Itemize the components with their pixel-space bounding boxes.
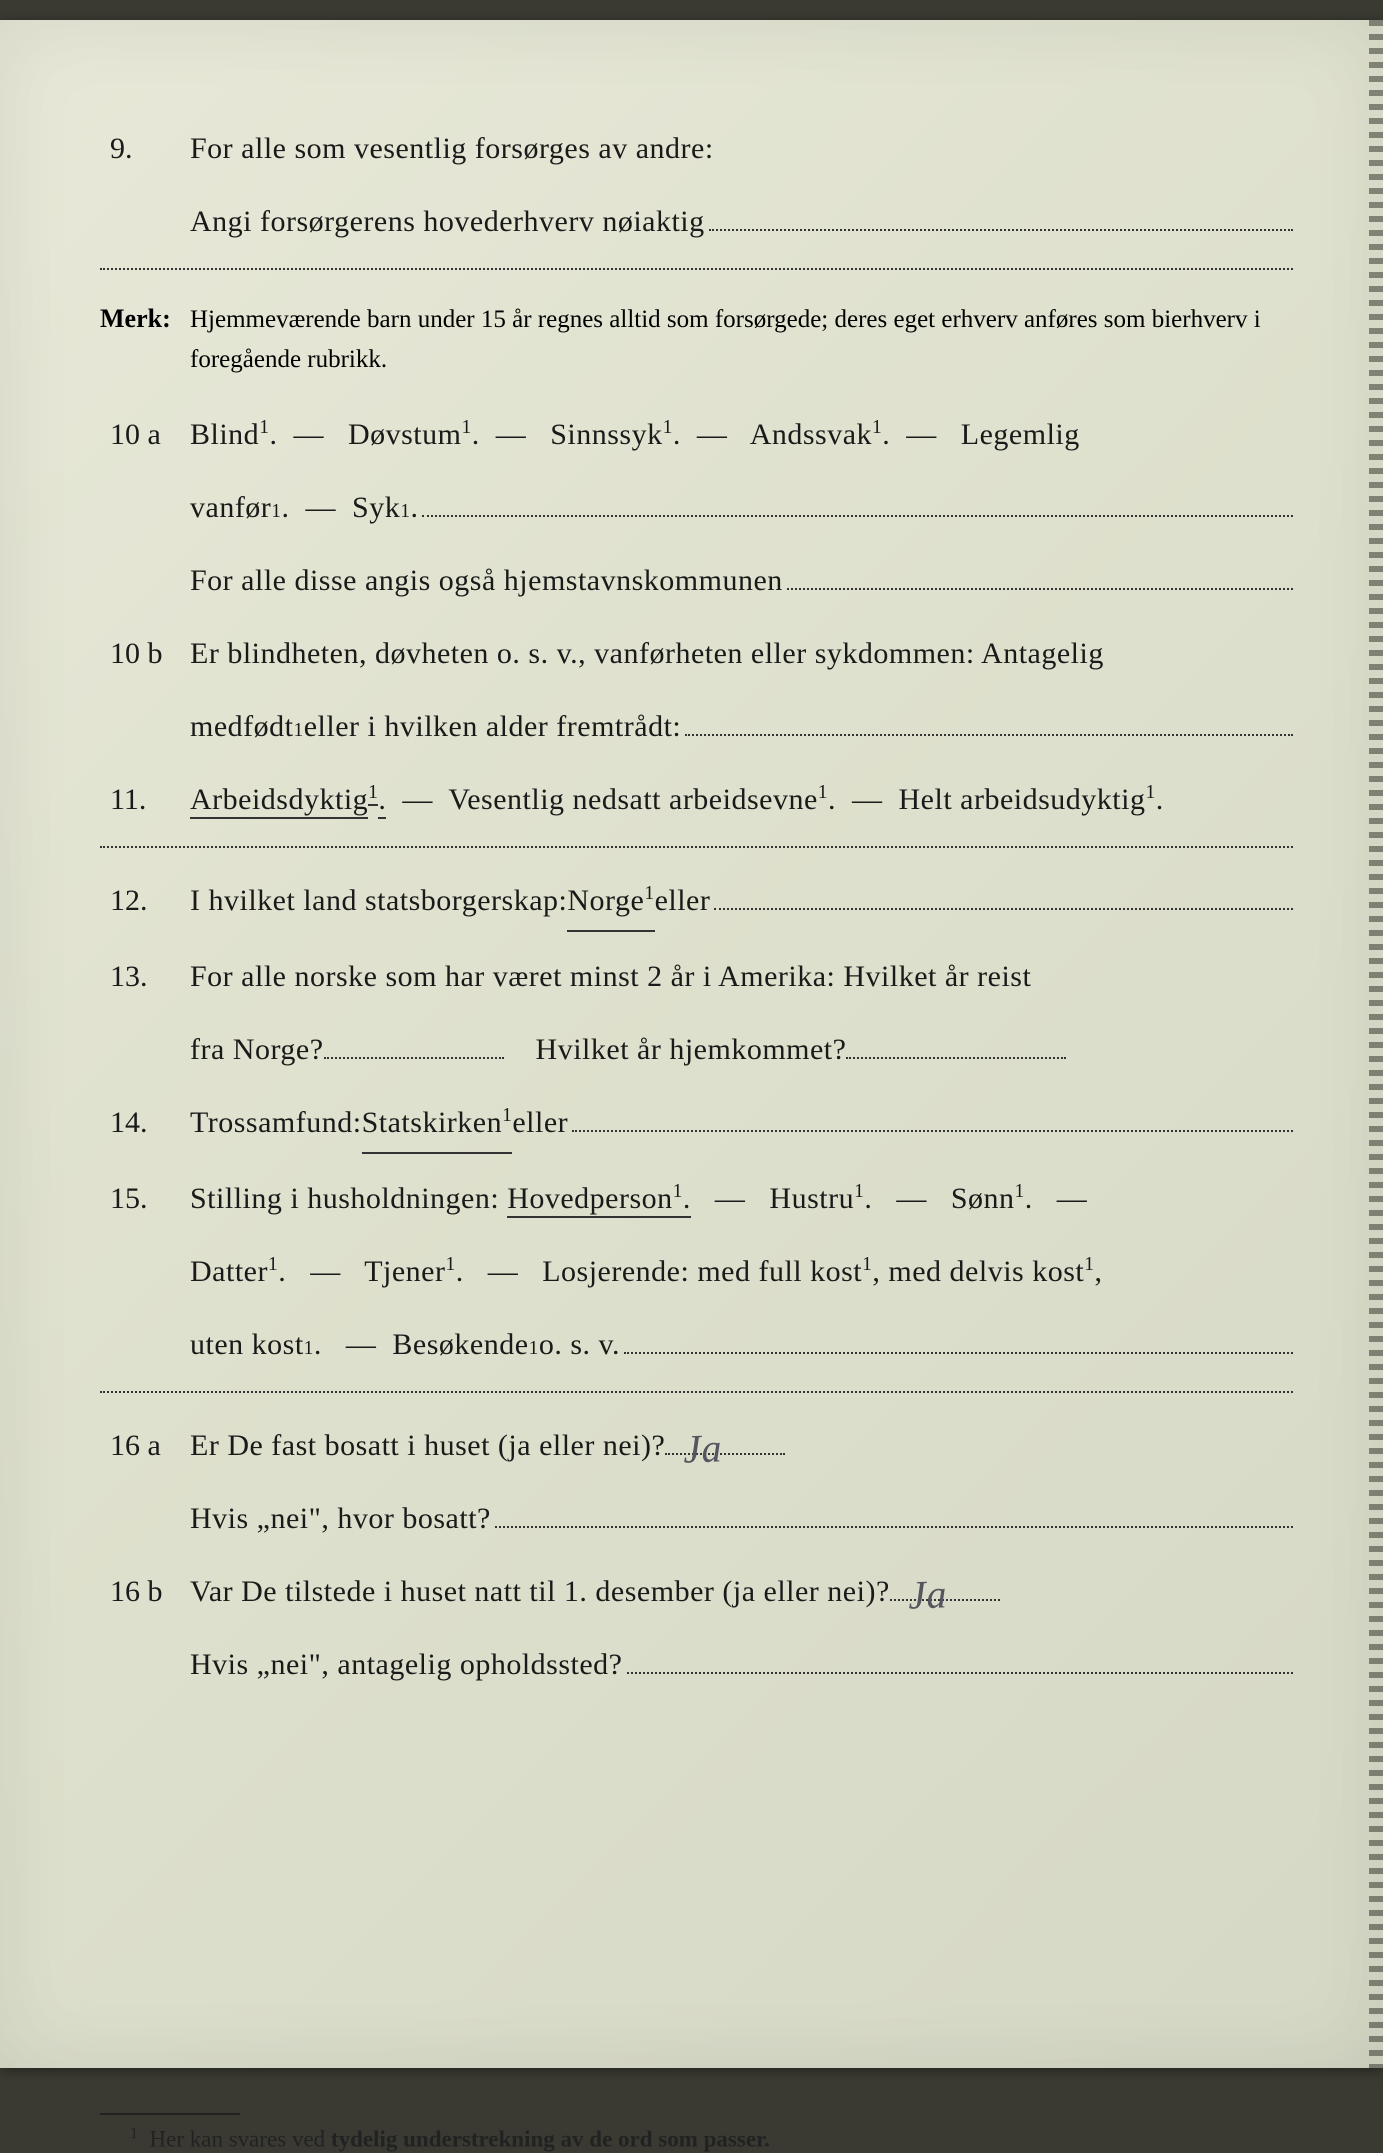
q10b-row: 10 b Er blindheten, døvheten o. s. v., v… bbox=[100, 625, 1293, 682]
divider bbox=[100, 846, 1293, 848]
q16a-answer: Ja bbox=[674, 1410, 731, 1488]
q9-number: 9. bbox=[100, 120, 190, 177]
q13-fill2[interactable] bbox=[846, 1029, 1066, 1059]
q16a-answer-field[interactable]: Ja bbox=[665, 1425, 785, 1455]
divider bbox=[100, 1391, 1293, 1393]
divider bbox=[100, 268, 1293, 270]
q16a-row: 16 a Er De fast bosatt i huset (ja eller… bbox=[100, 1417, 1293, 1474]
merk-label: Merk: bbox=[100, 294, 190, 343]
q12-row: 12. I hvilket land statsborgerskap: Norg… bbox=[100, 872, 1293, 932]
q13-fill1[interactable] bbox=[324, 1029, 504, 1059]
q9-row2: Angi forsørgerens hovederhverv nøiaktig bbox=[100, 193, 1293, 250]
q11-number: 11. bbox=[100, 771, 190, 828]
merk-text: Hjemmeværende barn under 15 år regnes al… bbox=[190, 300, 1293, 380]
q9-line2-text: Angi forsørgerens hovederhverv nøiaktig bbox=[190, 193, 705, 250]
q16b-answer-field[interactable]: Ja bbox=[890, 1571, 1000, 1601]
q9-line1: For alle som vesentlig forsørges av andr… bbox=[190, 120, 1293, 177]
q10a-line3: For alle disse angis også hjemstavnskomm… bbox=[190, 552, 783, 609]
q16b-row: 16 b Var De tilstede i huset natt til 1.… bbox=[100, 1563, 1293, 1620]
q11-row: 11. Arbeidsdyktig1. — Vesentlig nedsatt … bbox=[100, 771, 1293, 828]
q14-fill[interactable] bbox=[572, 1099, 1293, 1132]
q16b-answer: Ja bbox=[899, 1556, 956, 1634]
q10a-options: Blind1. — Døvstum1. — Sinnssyk1. — Andss… bbox=[190, 406, 1293, 463]
q16a-number: 16 a bbox=[100, 1417, 190, 1474]
q9-row: 9. For alle som vesentlig forsørges av a… bbox=[100, 120, 1293, 177]
q14-number: 14. bbox=[100, 1094, 190, 1151]
q10a-number: 10 a bbox=[100, 406, 190, 463]
q15-number: 15. bbox=[100, 1170, 190, 1227]
q16a-sub: Hvis „nei", hvor bosatt? bbox=[100, 1490, 1293, 1547]
q15-row: 15. Stilling i husholdningen: Hovedperso… bbox=[100, 1170, 1293, 1227]
q13-row: 13. For alle norske som har været minst … bbox=[100, 948, 1293, 1005]
q16b-number: 16 b bbox=[100, 1563, 190, 1620]
q13-number: 13. bbox=[100, 948, 190, 1005]
q10b-fill[interactable] bbox=[685, 703, 1293, 736]
q14-row: 14. Trossamfund: Statskirken1 eller bbox=[100, 1094, 1293, 1154]
q15-fill[interactable] bbox=[624, 1321, 1293, 1354]
q10a-row2: vanfør1. — Syk1. bbox=[100, 479, 1293, 536]
q16a-sub-fill[interactable] bbox=[495, 1495, 1293, 1528]
merk-row: Merk: Hjemmeværende barn under 15 år reg… bbox=[100, 294, 1293, 380]
q13-row2: fra Norge? Hvilket år hjemkommet? bbox=[100, 1021, 1293, 1078]
q15-row2: Datter1. — Tjener1. — Losjerende: med fu… bbox=[100, 1243, 1293, 1300]
q13-line1: For alle norske som har været minst 2 år… bbox=[190, 948, 1293, 1005]
census-form-page: 9. For alle som vesentlig forsørges av a… bbox=[0, 20, 1383, 2068]
q15-row3: uten kost1. — Besøkende1 o. s. v. bbox=[100, 1316, 1293, 1373]
footnote-rule bbox=[100, 2113, 240, 2115]
q10a-row3: For alle disse angis også hjemstavnskomm… bbox=[100, 552, 1293, 609]
q10a-fill2[interactable] bbox=[787, 557, 1293, 590]
q10a-row: 10 a Blind1. — Døvstum1. — Sinnssyk1. — … bbox=[100, 406, 1293, 463]
q10a-fill[interactable] bbox=[422, 484, 1293, 517]
q10b-row2: medfødt1 eller i hvilken alder fremtrådt… bbox=[100, 698, 1293, 755]
footnote: 1 Her kan svares ved tydelig understrekn… bbox=[100, 2125, 1293, 2153]
q16b-sub-fill[interactable] bbox=[627, 1641, 1294, 1674]
q10b-number: 10 b bbox=[100, 625, 190, 682]
q12-fill[interactable] bbox=[714, 877, 1293, 910]
q10b-line1: Er blindheten, døvheten o. s. v., vanfør… bbox=[190, 625, 1293, 682]
q16b-sub: Hvis „nei", antagelig opholdssted? bbox=[100, 1636, 1293, 1693]
q11-options: Arbeidsdyktig1. — Vesentlig nedsatt arbe… bbox=[190, 771, 1293, 828]
q12-number: 12. bbox=[100, 872, 190, 929]
q9-fill[interactable] bbox=[709, 198, 1293, 231]
